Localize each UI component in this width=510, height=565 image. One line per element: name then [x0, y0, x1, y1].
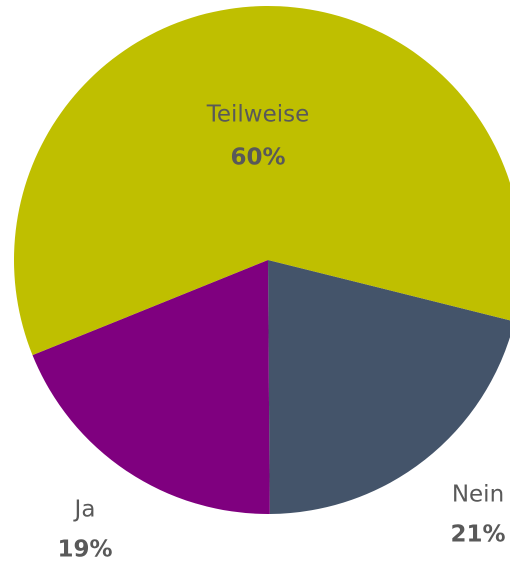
slice-label: Nein: [452, 482, 504, 508]
slice-value-label: 21%: [450, 522, 505, 548]
pie-slice: [14, 6, 510, 356]
pie-slice: [268, 260, 510, 514]
slice-label: Teilweise: [206, 102, 310, 128]
slice-value-label: 19%: [57, 537, 112, 563]
slice-value-label: 60%: [230, 145, 285, 171]
pie-slice: [32, 260, 270, 514]
slice-label: Ja: [73, 497, 96, 523]
